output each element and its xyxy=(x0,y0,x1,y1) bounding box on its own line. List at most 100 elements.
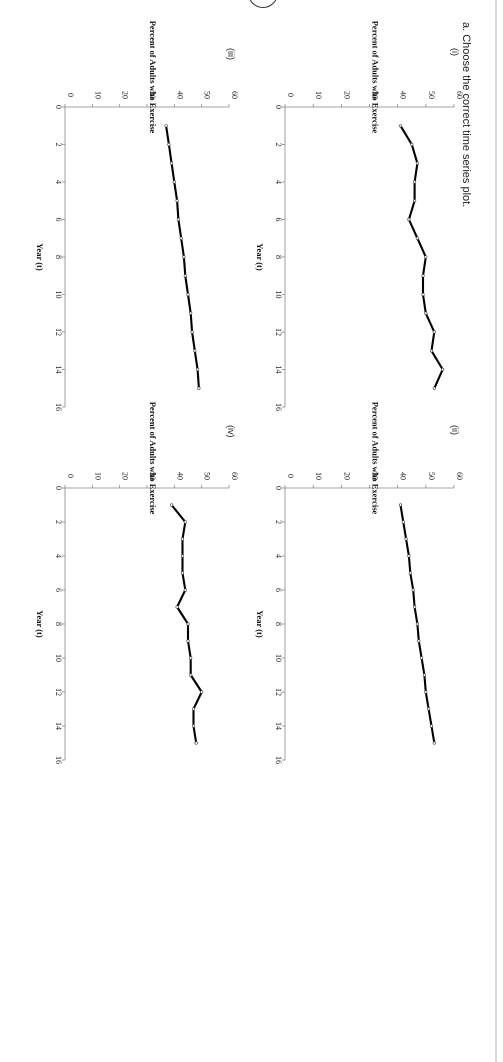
x-tick-label: 4 xyxy=(54,554,63,558)
y-axis-title: Percent of Adults who Exercise xyxy=(371,21,381,134)
x-axis-title: Year (t) xyxy=(35,610,45,638)
x-tick-label: 16 xyxy=(274,756,283,764)
x-tick-label: 14 xyxy=(274,366,283,374)
y-tick-label: 10 xyxy=(93,472,102,480)
x-tick-label: 0 xyxy=(274,486,283,490)
data-point xyxy=(432,386,436,390)
data-point xyxy=(183,274,187,278)
x-axis-title: Year (t) xyxy=(255,243,265,271)
y-tick-label: 20 xyxy=(121,91,130,99)
data-point xyxy=(182,255,186,259)
x-tick-label: 8 xyxy=(54,622,63,626)
x-tick-label: 8 xyxy=(274,622,283,626)
x-tick-label: 12 xyxy=(54,688,63,696)
data-point xyxy=(186,622,190,626)
data-point xyxy=(408,571,412,575)
data-point xyxy=(432,330,436,334)
data-point xyxy=(170,161,174,165)
data-point xyxy=(176,217,180,222)
y-tick-label: 60 xyxy=(230,472,239,480)
data-point xyxy=(191,724,196,728)
option-label-3: (iii) xyxy=(226,48,236,60)
data-point xyxy=(421,274,425,278)
data-point xyxy=(194,741,198,745)
option-label-2: (ii) xyxy=(450,425,460,435)
data-point xyxy=(183,588,187,592)
data-point xyxy=(172,180,176,184)
y-tick-label: 40 xyxy=(175,91,184,99)
data-point xyxy=(175,199,179,203)
y-axis-title: Percent of Adults who Exercise xyxy=(148,402,158,515)
data-point xyxy=(421,292,425,297)
y-tick-label: 50 xyxy=(203,91,212,99)
x-tick-label: 6 xyxy=(274,588,283,592)
data-point xyxy=(167,142,171,147)
data-point xyxy=(189,656,193,660)
x-tick-label: 8 xyxy=(54,255,63,259)
y-tick-label: 0 xyxy=(286,474,295,478)
page-divider xyxy=(495,0,497,1062)
x-tick-label: 16 xyxy=(54,403,63,411)
y-tick-label: 50 xyxy=(427,91,436,99)
y-tick-label: 60 xyxy=(455,91,464,99)
x-tick-label: 0 xyxy=(274,105,283,109)
x-tick-label: 16 xyxy=(54,756,63,764)
y-tick-label: 50 xyxy=(427,472,436,480)
x-tick-label: 14 xyxy=(54,722,63,730)
x-tick-label: 4 xyxy=(274,180,283,184)
x-tick-label: 12 xyxy=(274,328,283,336)
data-point xyxy=(398,124,403,128)
y-tick-label: 10 xyxy=(314,91,323,99)
data-point xyxy=(200,690,204,694)
data-point xyxy=(432,741,436,745)
data-point xyxy=(401,520,405,524)
y-tick-label: 60 xyxy=(230,91,239,99)
x-tick-label: 4 xyxy=(274,554,283,558)
series-line xyxy=(399,125,444,389)
data-point xyxy=(424,311,428,315)
option-label-1: (i) xyxy=(450,48,460,56)
x-tick-label: 4 xyxy=(54,180,63,184)
data-point xyxy=(429,349,434,353)
data-point xyxy=(413,180,417,184)
data-point xyxy=(191,707,196,711)
data-point xyxy=(189,311,193,315)
data-point xyxy=(164,124,168,128)
x-tick-label: 10 xyxy=(54,654,63,662)
data-point xyxy=(186,292,190,297)
x-tick-label: 10 xyxy=(274,654,283,662)
data-point xyxy=(180,571,185,575)
x-tick-label: 2 xyxy=(274,520,283,524)
x-tick-label: 14 xyxy=(274,722,283,730)
data-point xyxy=(424,690,428,694)
time-series-plot-4: (iv) 0 2 4 6 8 10 12 14 16 0 10 20 30 40 50 60 Year (t) Pe… xyxy=(35,402,239,764)
data-point xyxy=(424,255,428,259)
data-point xyxy=(415,161,420,165)
data-point xyxy=(441,367,445,372)
y-tick-label: 0 xyxy=(66,474,75,478)
y-tick-label: 10 xyxy=(314,472,323,480)
data-point xyxy=(170,503,174,507)
x-axis-title: Year (t) xyxy=(35,243,45,271)
y-tick-label: 40 xyxy=(399,472,408,480)
data-point xyxy=(407,217,411,222)
x-tick-label: 10 xyxy=(54,291,63,299)
x-tick-label: 12 xyxy=(274,688,283,696)
y-tick-label: 40 xyxy=(399,91,408,99)
y-axis-title: Percent of Adults who Exercise xyxy=(148,21,158,134)
x-tick-label: 6 xyxy=(54,218,63,222)
y-tick-label: 30 xyxy=(371,472,380,480)
time-series-plot-2: (ii) 0 2 4 6 8 10 12 14 16 0 10 20 30 40 50 60 Year (t) Pe… xyxy=(255,402,464,764)
data-point xyxy=(410,142,414,147)
data-point xyxy=(417,639,421,643)
x-axis-title: Year (t) xyxy=(255,610,265,638)
x-tick-label: 14 xyxy=(54,366,63,374)
y-tick-label: 30 xyxy=(148,91,157,99)
y-axis-title: Percent of Adults who Exercise xyxy=(371,402,381,515)
data-point xyxy=(190,330,194,334)
data-point xyxy=(413,199,417,203)
data-point xyxy=(420,656,424,660)
x-tick-label: 8 xyxy=(274,255,283,259)
